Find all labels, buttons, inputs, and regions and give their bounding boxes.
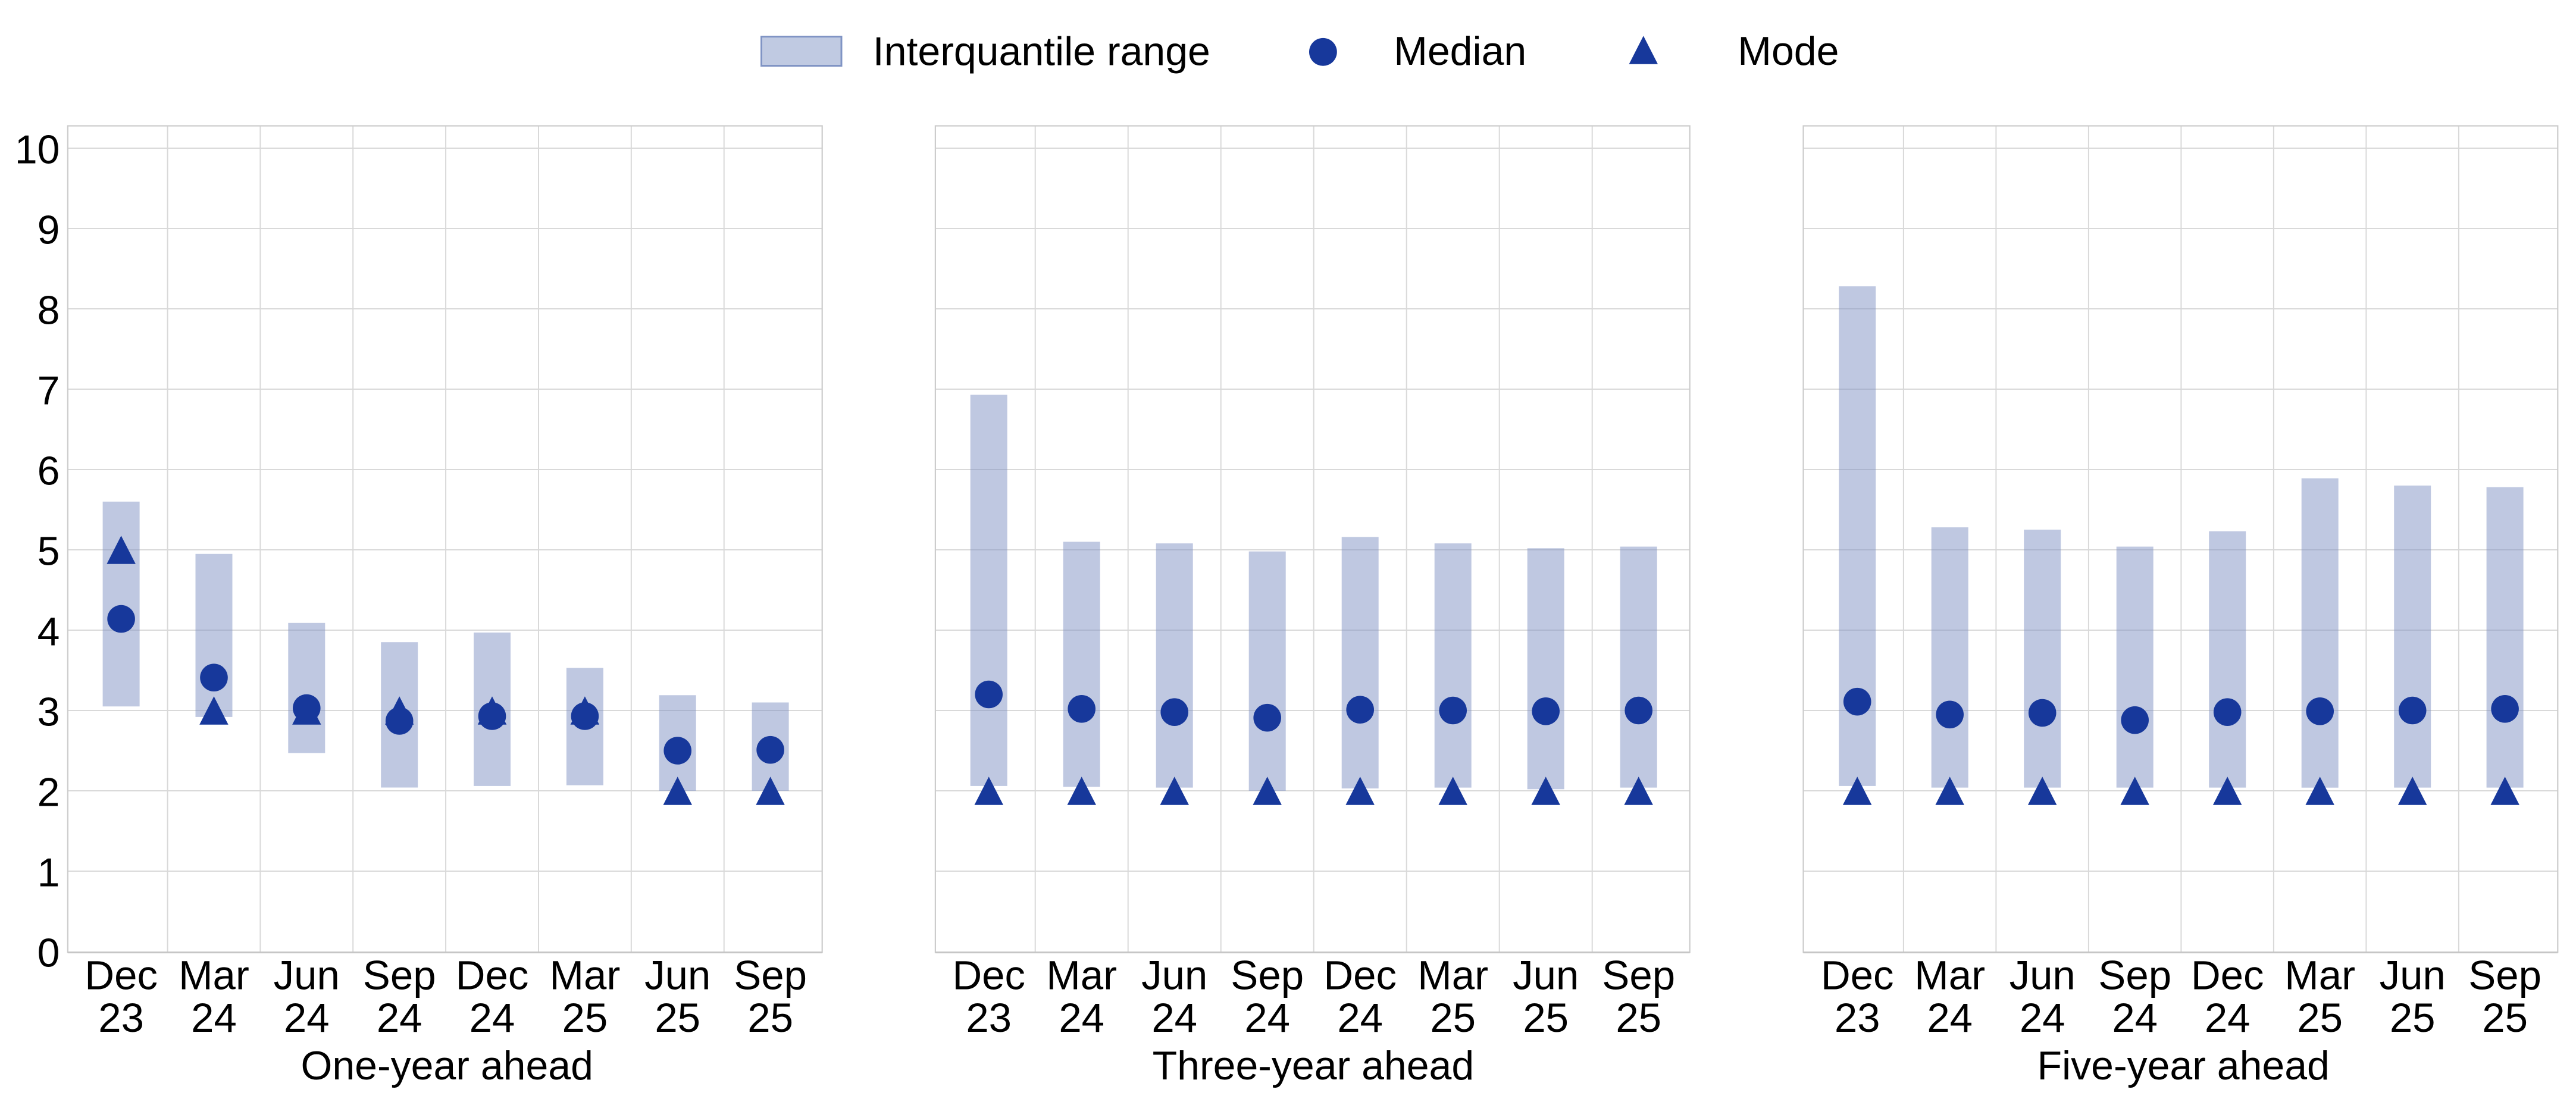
svg-text:4: 4 [37, 609, 60, 655]
svg-text:Mar: Mar [1417, 953, 1488, 998]
svg-text:24: 24 [469, 995, 515, 1041]
svg-text:24: 24 [377, 995, 422, 1041]
svg-text:24: 24 [2112, 995, 2158, 1041]
svg-text:Median: Median [1394, 29, 1526, 74]
svg-text:Mar: Mar [1046, 953, 1117, 998]
svg-text:Sep: Sep [2098, 953, 2171, 998]
svg-text:25: 25 [2297, 995, 2343, 1041]
svg-text:Dec: Dec [1821, 953, 1894, 998]
svg-text:Mode: Mode [1738, 29, 1839, 74]
svg-text:Three-year ahead: Three-year ahead [1153, 1043, 1475, 1088]
svg-text:9: 9 [37, 208, 60, 253]
svg-text:5: 5 [37, 529, 60, 574]
svg-text:Five-year ahead: Five-year ahead [2037, 1043, 2330, 1088]
svg-text:24: 24 [1151, 995, 1197, 1041]
svg-text:Dec: Dec [2191, 953, 2264, 998]
svg-text:25: 25 [1616, 995, 1661, 1041]
svg-text:Jun: Jun [1513, 953, 1579, 998]
svg-text:23: 23 [98, 995, 144, 1041]
svg-text:Jun: Jun [274, 953, 340, 998]
svg-text:Mar: Mar [179, 953, 249, 998]
svg-text:7: 7 [37, 368, 60, 414]
svg-text:25: 25 [1523, 995, 1569, 1041]
svg-text:Dec: Dec [84, 953, 158, 998]
svg-text:25: 25 [562, 995, 608, 1041]
svg-text:Sep: Sep [1602, 953, 1675, 998]
svg-text:23: 23 [966, 995, 1012, 1041]
svg-text:Dec: Dec [1323, 953, 1397, 998]
svg-text:24: 24 [1927, 995, 1973, 1041]
svg-text:Jun: Jun [2010, 953, 2076, 998]
svg-text:25: 25 [655, 995, 700, 1041]
svg-text:Mar: Mar [2284, 953, 2355, 998]
svg-text:Sep: Sep [1231, 953, 1304, 998]
svg-text:6: 6 [37, 449, 60, 494]
svg-text:24: 24 [1337, 995, 1383, 1041]
svg-text:1: 1 [37, 850, 60, 896]
svg-text:Sep: Sep [363, 953, 436, 998]
svg-text:3: 3 [37, 690, 60, 735]
svg-text:24: 24 [2020, 995, 2065, 1041]
svg-text:25: 25 [747, 995, 793, 1041]
svg-text:24: 24 [191, 995, 237, 1041]
svg-text:24: 24 [2205, 995, 2251, 1041]
svg-text:Interquantile range: Interquantile range [873, 29, 1210, 74]
svg-text:One-year ahead: One-year ahead [301, 1043, 593, 1088]
svg-text:Dec: Dec [952, 953, 1025, 998]
svg-text:Sep: Sep [734, 953, 807, 998]
svg-text:24: 24 [1244, 995, 1290, 1041]
svg-text:24: 24 [284, 995, 330, 1041]
svg-text:10: 10 [15, 127, 60, 173]
svg-text:25: 25 [1430, 995, 1476, 1041]
svg-text:Mar: Mar [549, 953, 620, 998]
svg-text:24: 24 [1059, 995, 1104, 1041]
svg-text:2: 2 [37, 770, 60, 815]
svg-text:Mar: Mar [1914, 953, 1985, 998]
svg-text:Jun: Jun [2380, 953, 2446, 998]
svg-text:25: 25 [2482, 995, 2528, 1041]
svg-text:23: 23 [1835, 995, 1880, 1041]
svg-text:Jun: Jun [1141, 953, 1207, 998]
svg-text:25: 25 [2390, 995, 2436, 1041]
svg-text:Sep: Sep [2468, 953, 2541, 998]
svg-text:0: 0 [37, 931, 60, 976]
svg-text:Jun: Jun [644, 953, 710, 998]
svg-text:8: 8 [37, 288, 60, 333]
svg-text:Dec: Dec [456, 953, 529, 998]
